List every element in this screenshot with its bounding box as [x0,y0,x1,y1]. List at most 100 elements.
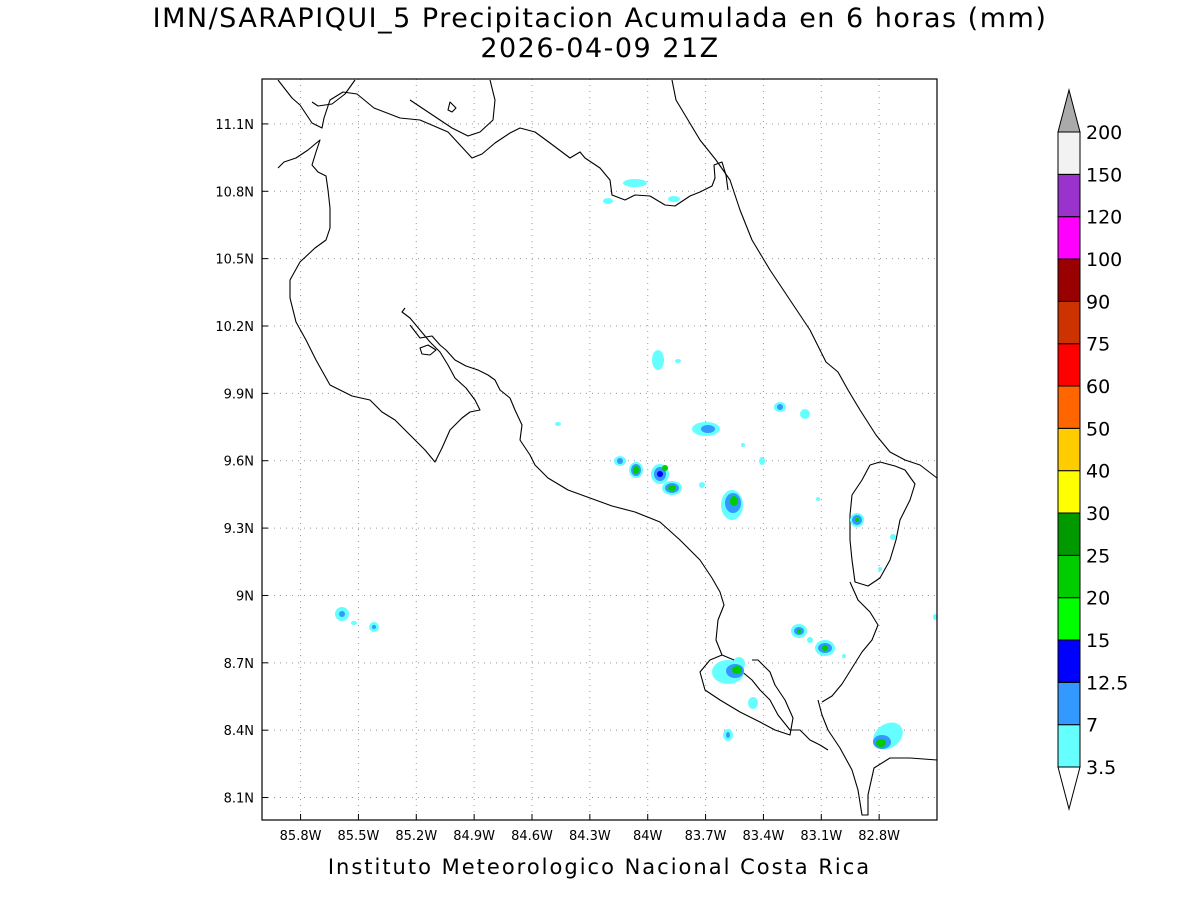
colorbar-level-label: 40 [1086,461,1110,483]
lon-tick-label: 82.8W [858,829,900,844]
colorbar-level-label: 25 [1086,545,1110,567]
colorbar-level-label: 15 [1086,630,1110,652]
precip-cell [657,471,663,477]
precip-cell [855,518,859,522]
colorbar-segment [1057,385,1081,429]
lon-tick-label: 84.3W [569,829,611,844]
precip-cell [372,625,376,629]
colorbar-level-label: 120 [1086,207,1122,229]
precip-cell [807,637,813,643]
lat-tick-label: 9N [236,589,254,604]
lat-tick-label: 8.1N [224,792,254,807]
colorbar-segment [1057,216,1081,260]
lon-tick-label: 84W [633,829,663,844]
coastline-nicoya-gulf [409,324,829,751]
precip-cell [633,466,639,474]
lon-tick-label: 85.8W [280,829,322,844]
precip-cell [617,458,623,464]
colorbar-segment [1057,512,1081,556]
precip-cell [555,422,561,426]
colorbar-segment [1057,427,1081,472]
colorbar-level-label: 7 [1086,715,1098,737]
colorbar-segment [1057,554,1081,599]
colorbar-over-arrow [1057,88,1081,133]
lat-tick-label: 9.9N [224,387,254,402]
lat-tick-label: 10.5N [215,253,254,268]
coastline-burica [817,699,938,816]
border-panama [849,461,916,587]
precip-cell [668,196,680,202]
precip-cell [668,485,676,491]
map-footer-credit: Instituto Meteorologico Nacional Costa R… [327,855,872,879]
coastline-east [671,79,938,479]
lat-tick-label: 8.4N [224,724,254,739]
colorbar-level-label: 12.5 [1086,672,1128,694]
lat-tick-label: 11.1N [215,118,254,133]
colorbar-segment [1057,681,1081,726]
nicaragua-lake-shore [311,79,356,107]
lat-tick-label: 9.6N [224,455,254,470]
precip-cell [748,697,758,709]
coastline-guanacaste [277,139,481,463]
precip-cell [351,621,357,625]
precip-cell [699,482,705,488]
precip-cell [842,654,846,658]
colorbar-level-label: 50 [1086,418,1110,440]
lon-tick-label: 83.7W [685,829,727,844]
precip-cell [797,629,801,633]
map-gridlines [262,79,937,820]
precip-cell [873,722,903,750]
lon-tick-label: 83.1W [800,829,842,844]
colorbar-segment [1057,343,1081,387]
colorbar-segment [1057,470,1081,514]
precip-cell [726,732,730,738]
coastline-east-south [821,581,879,703]
colorbar-segment [1057,173,1081,218]
precip-cell [741,443,745,447]
coastline-osa [699,654,794,736]
colorbar-level-label: 3.5 [1086,757,1116,779]
lon-tick-label: 85.5W [338,829,380,844]
colorbar: 3.5 7 12.5 15 20 25 30 40 50 60 75 90 100 120 150 200 [1057,88,1128,811]
colorbar-level-label: 75 [1086,334,1110,356]
precip-cell [822,645,828,651]
colorbar-level-label: 200 [1086,122,1122,144]
colorbar-segment [1057,131,1081,175]
precip-cell [339,611,345,617]
colorbar-segment [1057,300,1081,345]
precip-cell [890,534,896,540]
longitude-labels: 85.8W 85.5W 85.2W 84.9W 84.6W 84.3W 84W 83.7W 83… [280,814,900,844]
map-title: IMN/SARAPIQUI_5 Precipitacion Acumulada … [152,3,1048,34]
precip-cell [623,179,647,187]
coastline-outline [277,79,938,816]
colorbar-segment [1057,639,1081,683]
precip-cell [777,404,783,410]
lat-tick-label: 8.7N [224,657,254,672]
colorbar-level-label: 20 [1086,588,1110,610]
island-north [447,101,457,113]
lon-tick-label: 84.6W [511,829,553,844]
colorbar-level-label: 60 [1086,376,1110,398]
colorbar-segment [1057,258,1081,302]
lon-tick-label: 83.4W [743,829,785,844]
map-valid-time: 2026-04-09 21Z [480,33,720,64]
precip-cell [701,425,715,433]
precipitation-areas [335,179,937,750]
lat-tick-label: 10.2N [215,320,254,335]
colorbar-level-label: 100 [1086,249,1122,271]
precip-cell [759,457,765,465]
map-frame [261,78,938,821]
colorbar-segment [1057,597,1081,641]
precip-cell [933,614,937,620]
precip-cell [876,739,886,747]
precip-cell [732,666,742,674]
lon-tick-label: 85.2W [395,829,437,844]
precip-cell [730,496,738,506]
island-chira [419,344,437,356]
lat-tick-label: 10.8N [215,185,254,200]
lat-tick-label: 9.3N [224,522,254,537]
colorbar-segment [1057,724,1081,768]
precip-cell [662,465,668,471]
lon-tick-label: 84.9W [453,829,495,844]
